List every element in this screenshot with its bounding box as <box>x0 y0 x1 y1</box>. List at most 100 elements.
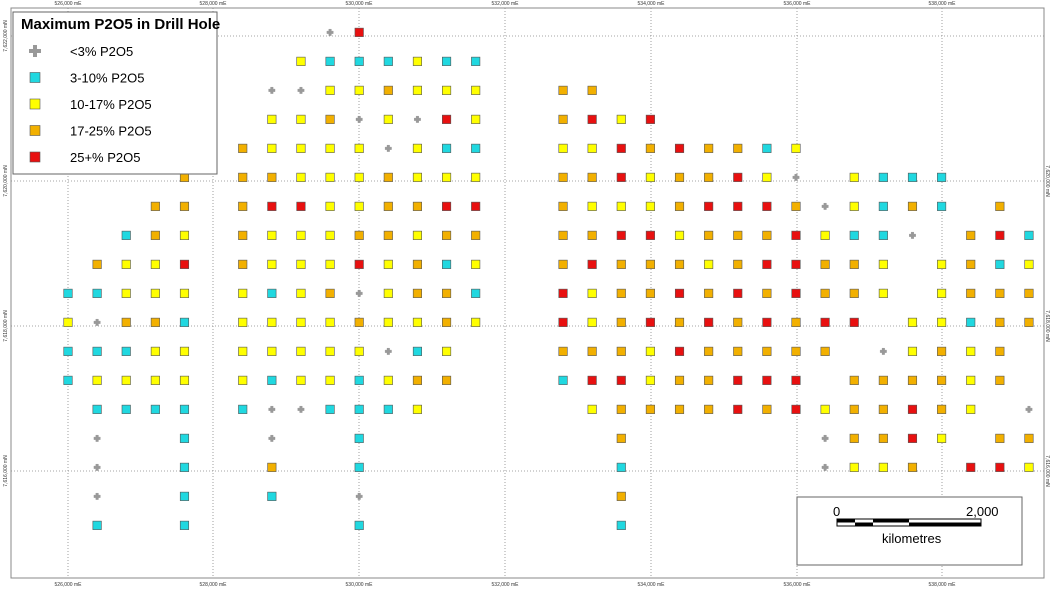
drill-hole-marker <box>296 201 306 211</box>
drill-hole-marker <box>878 259 888 269</box>
drill-hole-marker <box>762 172 772 182</box>
drill-hole-marker <box>587 288 597 298</box>
drill-hole-cross-marker <box>297 87 305 94</box>
drill-hole-marker <box>383 317 393 327</box>
x-tick-label-top: 534,000 mE <box>638 1 666 7</box>
drill-hole-marker <box>121 375 131 385</box>
drill-hole-marker <box>296 375 306 385</box>
drill-hole-marker <box>296 346 306 356</box>
drill-hole-marker <box>238 201 248 211</box>
drill-hole-marker <box>791 404 801 414</box>
x-tick-label-bottom: 534,000 mE <box>638 582 666 588</box>
x-tick-label-bottom: 526,000 mE <box>55 582 83 588</box>
x-tick-label-bottom: 528,000 mE <box>200 582 228 588</box>
drill-hole-marker <box>267 201 277 211</box>
drill-hole-marker <box>354 346 364 356</box>
drill-hole-marker <box>150 230 160 240</box>
drill-hole-marker <box>849 404 859 414</box>
drill-hole-marker <box>179 346 190 356</box>
drill-hole-marker <box>267 114 277 124</box>
drill-hole-marker <box>820 259 830 269</box>
drill-hole-marker <box>558 317 568 327</box>
drill-hole-marker <box>587 85 597 95</box>
drill-hole-marker <box>762 375 772 385</box>
drill-hole-marker <box>645 346 655 356</box>
drill-hole-marker <box>907 317 918 327</box>
drill-hole-marker <box>92 375 102 385</box>
drill-hole-cross-marker <box>384 348 392 355</box>
drill-hole-marker <box>150 201 160 211</box>
drill-hole-marker <box>791 288 801 298</box>
drill-hole-marker <box>907 375 918 385</box>
drill-hole-marker <box>820 230 830 240</box>
drill-hole-marker <box>674 172 685 182</box>
drill-hole-marker <box>238 346 248 356</box>
drill-hole-cross-marker <box>268 435 276 442</box>
drill-hole-marker <box>966 375 976 385</box>
drill-hole-marker <box>645 288 655 298</box>
drill-hole-marker <box>616 201 626 211</box>
drill-hole-marker <box>63 375 73 385</box>
drill-hole-marker <box>616 230 626 240</box>
scale-bar-box <box>796 496 1023 566</box>
drill-hole-marker <box>616 288 626 298</box>
drill-hole-marker <box>937 375 947 385</box>
drill-hole-marker <box>179 433 190 443</box>
drill-hole-marker <box>762 317 772 327</box>
legend-swatch-icon <box>29 125 41 136</box>
drill-hole-marker <box>733 288 743 298</box>
drill-hole-marker <box>616 375 626 385</box>
drill-hole-marker <box>1024 462 1034 472</box>
drill-hole-marker <box>92 259 102 269</box>
drill-hole-marker <box>412 259 422 269</box>
legend-item-label: <3% P2O5 <box>70 44 133 59</box>
drill-hole-marker <box>587 375 597 385</box>
drill-hole-marker <box>878 230 888 240</box>
drill-hole-marker <box>442 56 452 66</box>
drill-hole-marker <box>878 288 888 298</box>
drill-hole-marker <box>238 375 248 385</box>
drill-hole-marker <box>820 346 830 356</box>
drill-hole-marker <box>179 201 190 211</box>
drill-hole-marker <box>442 114 452 124</box>
drill-hole-marker <box>442 317 452 327</box>
drill-hole-marker <box>674 404 685 414</box>
drill-hole-marker <box>733 143 743 153</box>
drill-hole-marker <box>267 346 277 356</box>
drill-hole-marker <box>937 259 947 269</box>
drill-hole-cross-marker <box>93 319 101 326</box>
drill-hole-marker <box>296 230 306 240</box>
x-tick-label-bottom: 532,000 mE <box>492 582 520 588</box>
drill-hole-marker <box>616 172 626 182</box>
drill-hole-marker <box>645 375 655 385</box>
drill-hole-marker <box>179 520 190 530</box>
legend-box <box>12 11 218 175</box>
drill-hole-marker <box>179 317 190 327</box>
drill-hole-marker <box>92 288 102 298</box>
drill-hole-marker <box>238 259 248 269</box>
drill-hole-marker <box>674 317 685 327</box>
drill-hole-marker <box>907 201 918 211</box>
drill-hole-marker <box>616 462 626 472</box>
drill-hole-marker <box>354 317 364 327</box>
drill-hole-marker <box>296 143 306 153</box>
drill-hole-marker <box>354 85 364 95</box>
drill-hole-marker <box>820 288 830 298</box>
drill-hole-marker <box>937 201 947 211</box>
drill-hole-marker <box>733 230 743 240</box>
drill-hole-marker <box>121 404 131 414</box>
y-tick-label-left: 7,622,000 mN <box>3 20 9 52</box>
drill-hole-marker <box>558 375 568 385</box>
drill-hole-marker <box>616 433 626 443</box>
drill-hole-marker <box>878 404 888 414</box>
drill-hole-marker <box>92 346 102 356</box>
x-tick-label-top: 538,000 mE <box>929 1 957 7</box>
drill-hole-cross-marker <box>268 406 276 413</box>
drill-hole-cross-marker <box>93 435 101 442</box>
x-tick-label-top: 536,000 mE <box>784 1 812 7</box>
drill-hole-marker <box>558 201 568 211</box>
drill-hole-marker <box>704 317 714 327</box>
drill-hole-marker <box>267 491 277 501</box>
drill-hole-marker <box>995 317 1005 327</box>
drill-hole-marker <box>238 317 248 327</box>
